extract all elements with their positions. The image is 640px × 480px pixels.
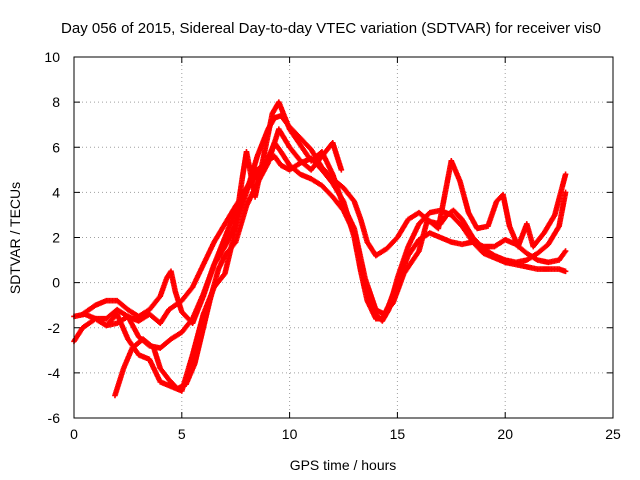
y-tick-label: -6 [48,410,61,426]
y-tick-label: -4 [48,365,61,381]
y-tick-label: 2 [52,230,60,246]
axis-ticks: 0 5 10 15 20 25 -6 -4 -2 0 2 4 6 8 10 [44,49,621,442]
x-tick-label: 5 [178,426,186,442]
plot-frame [73,56,614,419]
data-point [562,189,569,196]
data-points [71,99,569,399]
series-track-2 [79,112,569,327]
x-tick-label: 10 [282,426,298,442]
chart-title: Day 056 of 2015, Sidereal Day-to-day VTE… [61,20,601,37]
x-tick-label: 25 [605,426,621,442]
y-tick-label: 10 [44,49,60,65]
x-tick-label: 20 [497,426,513,442]
data-point [562,171,569,178]
data-point [562,268,569,275]
x-axis-label: GPS time / hours [290,457,397,473]
x-tick-label: 0 [70,426,78,442]
y-tick-label: 8 [52,94,60,110]
data-point [562,248,569,254]
data-point [338,167,345,173]
y-axis-label: SDTVAR / TECUs [7,182,23,294]
y-tick-label: 0 [52,275,60,291]
series-track-5 [71,99,569,394]
y-tick-label: -2 [48,320,61,336]
y-tick-label: 6 [52,139,60,155]
x-tick-label: 15 [390,426,406,442]
y-tick-label: 4 [52,184,60,200]
